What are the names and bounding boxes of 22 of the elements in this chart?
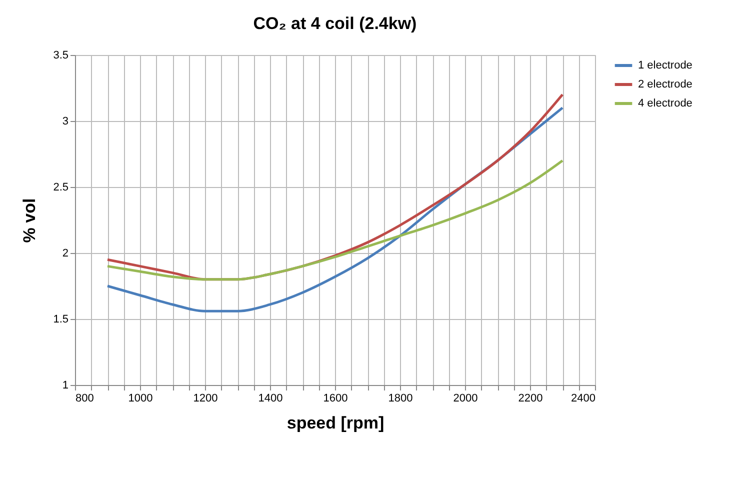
y-tick-label: 3	[62, 116, 68, 128]
y-tick-label: 1	[62, 380, 68, 392]
y-tick-label: 2.5	[53, 182, 68, 194]
y-tick-label: 3.5	[53, 50, 68, 62]
legend-label: 1 electrode	[638, 60, 692, 72]
x-tick-label: 2200	[518, 392, 543, 404]
y-tick-label: 2	[62, 248, 68, 260]
x-tick-label: 1000	[128, 392, 153, 404]
x-tick-label: 1400	[258, 392, 283, 404]
x-tick-label: 1600	[323, 392, 348, 404]
chart-title: CO₂ at 4 coil (2.4kw)	[253, 14, 417, 33]
x-tick-label: 1800	[388, 392, 413, 404]
x-tick-label: 1200	[193, 392, 218, 404]
x-tick-label: 2000	[453, 392, 478, 404]
x-axis-title: speed [rpm]	[286, 414, 384, 432]
y-tick-label: 1.5	[53, 314, 68, 326]
line-series	[106, 159, 564, 281]
legend-label: 2 electrode	[638, 78, 692, 90]
x-tick-label: 800	[76, 392, 94, 404]
legend-label: 4 electrode	[638, 98, 692, 110]
x-tick-label: 2400	[571, 392, 596, 404]
y-axis-title: % vol	[20, 198, 40, 243]
